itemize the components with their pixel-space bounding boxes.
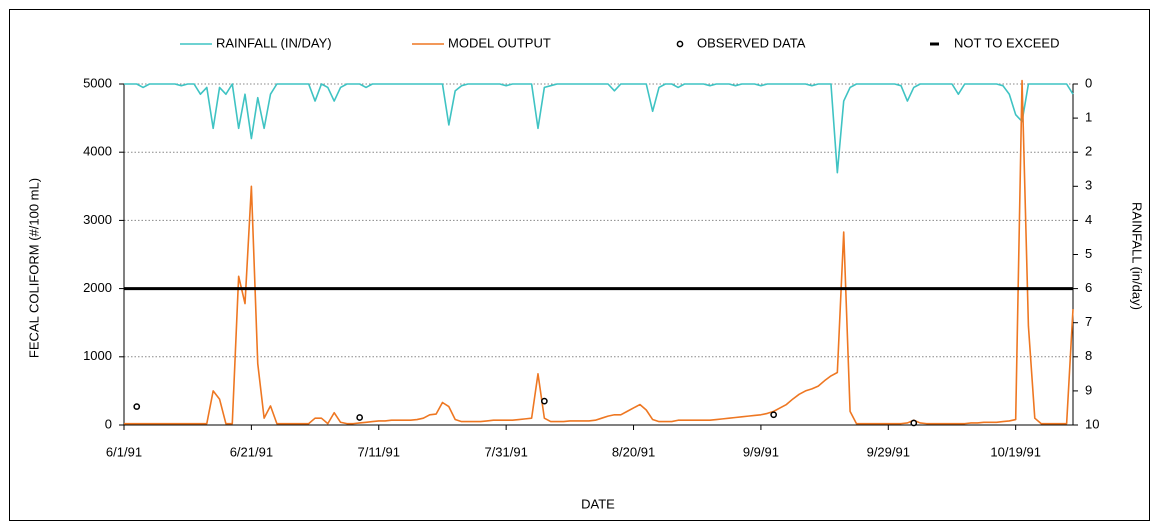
legend-label: MODEL OUTPUT bbox=[448, 35, 551, 50]
x-tick-label: 9/9/91 bbox=[743, 444, 779, 459]
y2-tick-label: 9 bbox=[1085, 382, 1092, 397]
legend-label: NOT TO EXCEED bbox=[954, 35, 1059, 50]
chart-frame bbox=[9, 9, 1150, 521]
y-tick-label: 1000 bbox=[83, 348, 112, 363]
y2-tick-label: 6 bbox=[1085, 280, 1092, 295]
y-tick-label: 5000 bbox=[83, 75, 112, 90]
legend-label: RAINFALL (IN/DAY) bbox=[216, 35, 332, 50]
y-axis-label: FECAL COLIFORM (#/100 mL) bbox=[26, 178, 41, 358]
observed-point bbox=[356, 414, 364, 421]
y-tick-label: 4000 bbox=[83, 144, 112, 159]
series-line bbox=[124, 83, 1074, 174]
observed-point bbox=[541, 397, 548, 405]
x-tick-label: 7/11/91 bbox=[358, 444, 400, 459]
x-tick-label: 7/31/91 bbox=[484, 444, 527, 459]
y2-axis-label: RAINFALL (in/day) bbox=[1130, 202, 1145, 310]
y2-tick-label: 2 bbox=[1085, 144, 1092, 159]
x-axis-label: DATE bbox=[581, 496, 615, 511]
x-tick-label: 6/1/91 bbox=[106, 444, 142, 459]
y2-tick-label: 5 bbox=[1085, 246, 1092, 261]
y2-tick-label: 4 bbox=[1085, 212, 1092, 227]
y-tick-label: 3000 bbox=[83, 212, 112, 227]
y-tick-label: 0 bbox=[105, 416, 112, 431]
y2-tick-label: 8 bbox=[1085, 348, 1092, 363]
y2-tick-label: 10 bbox=[1085, 416, 1099, 431]
observed-point bbox=[770, 411, 778, 419]
y2-tick-label: 3 bbox=[1085, 178, 1092, 193]
y-tick-label: 2000 bbox=[83, 280, 112, 295]
y2-tick-label: 1 bbox=[1085, 110, 1092, 125]
observed-point bbox=[910, 419, 918, 427]
legend-swatch bbox=[676, 40, 684, 48]
observed-point bbox=[133, 403, 141, 410]
legend-label: OBSERVED DATA bbox=[697, 35, 806, 50]
y2-tick-label: 0 bbox=[1085, 75, 1092, 90]
x-tick-label: 6/21/91 bbox=[230, 444, 273, 459]
x-tick-label: 9/29/91 bbox=[867, 444, 910, 459]
y2-tick-label: 7 bbox=[1085, 314, 1092, 329]
series-line bbox=[124, 79, 1074, 425]
x-tick-label: 8/20/91 bbox=[612, 444, 655, 459]
x-tick-label: 10/19/91 bbox=[990, 444, 1041, 459]
